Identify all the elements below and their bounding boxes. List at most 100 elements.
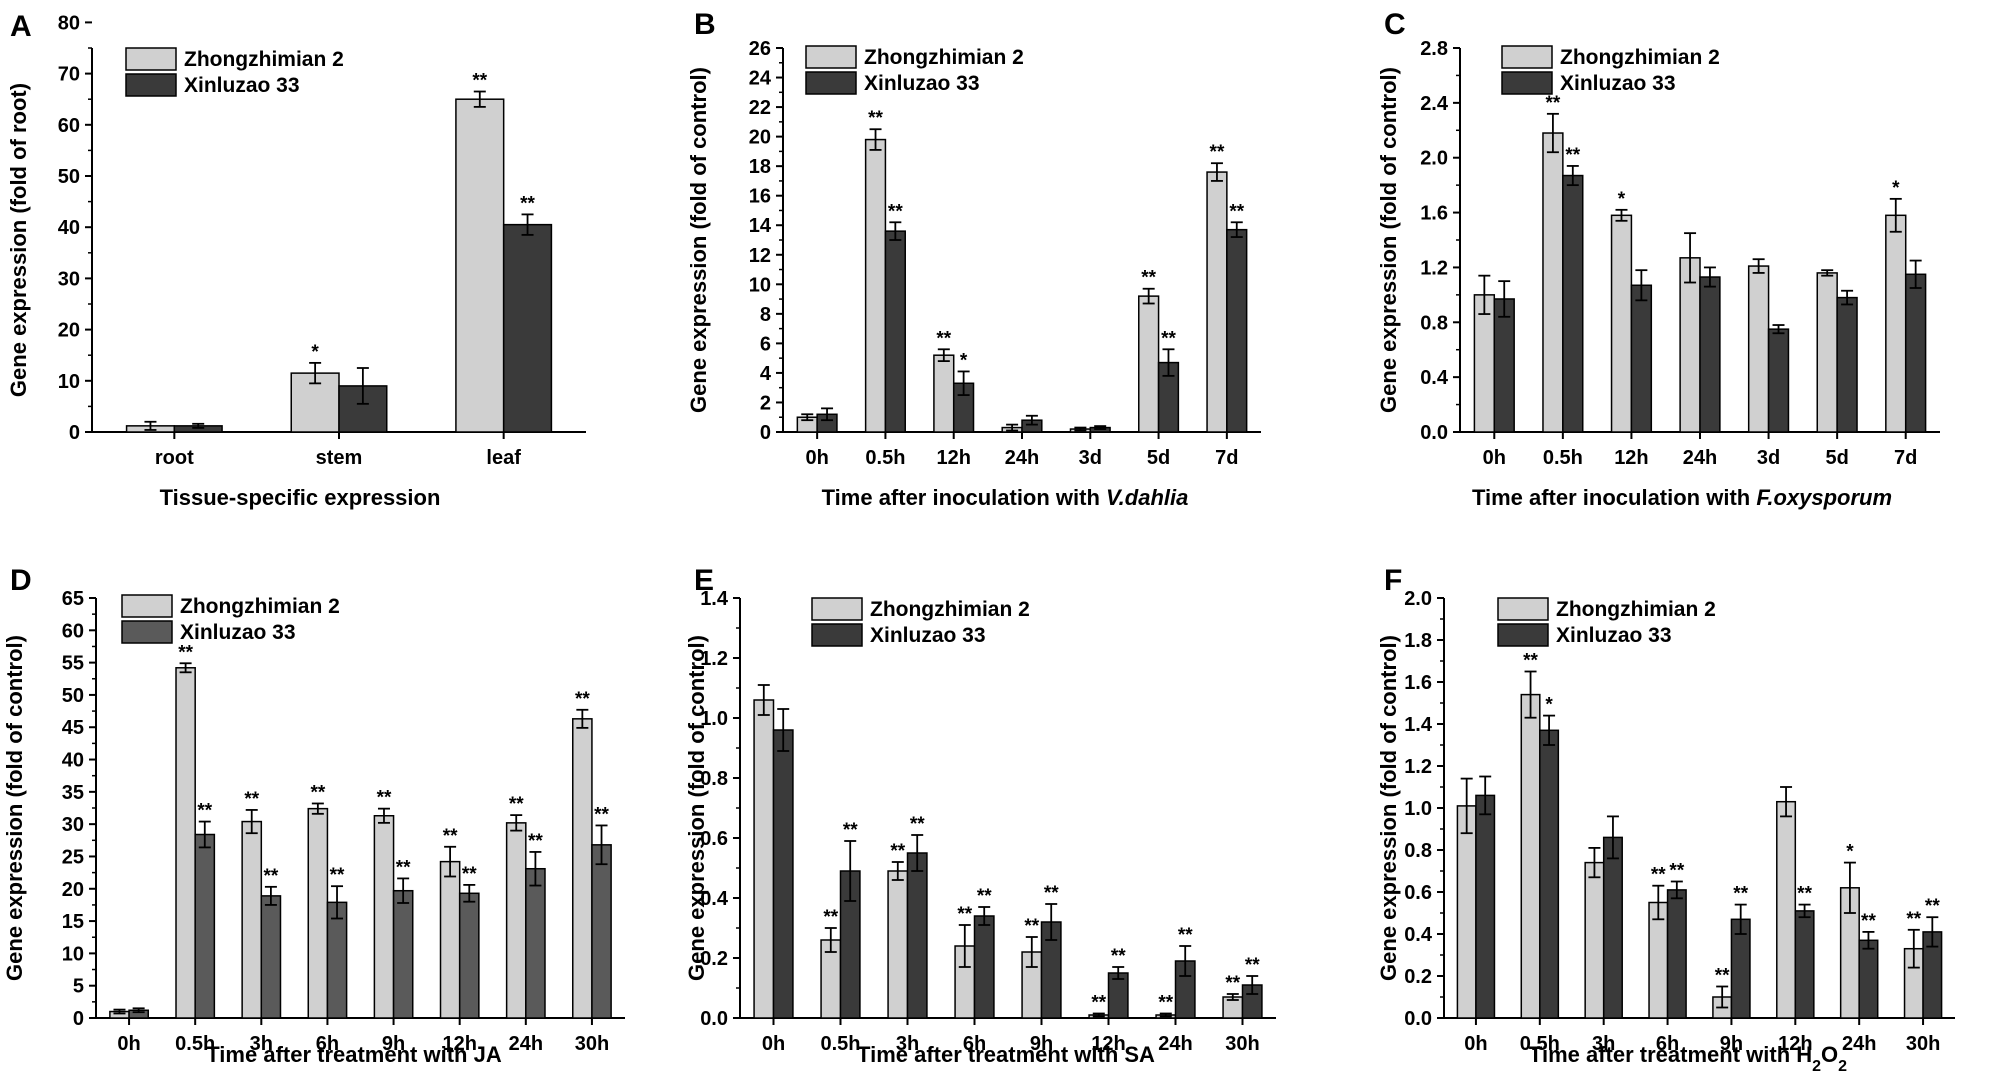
legend-label: Xinluzao 33 (180, 621, 296, 644)
bar (505, 822, 527, 1019)
legend-label: Xinluzao 33 (184, 74, 300, 97)
panel-e: E0.00.20.40.60.81.01.21.40h 0.5h****3h***… (684, 564, 1276, 1067)
significance-label: ** (1906, 909, 1921, 930)
x-tick-label: 30h (1906, 1033, 1940, 1055)
legend-label: Zhongzhimian 2 (1560, 46, 1720, 69)
significance-label: ** (1925, 896, 1940, 917)
y-tick-label: 0.8 (700, 768, 728, 790)
y-tick-label: 24 (749, 68, 772, 90)
y-tick-label: 2 (760, 392, 771, 414)
significance-label: ** (472, 71, 487, 92)
y-tick-label: 20 (62, 879, 84, 901)
bar (1747, 265, 1770, 433)
significance-label: ** (1715, 966, 1730, 987)
significance-label: * (1846, 842, 1854, 863)
bar (1456, 805, 1477, 1019)
significance-label: ** (509, 794, 524, 815)
x-tick-label: 24h (1005, 447, 1039, 469)
significance-label: ** (443, 826, 458, 847)
y-tick-label: 40 (62, 750, 84, 772)
legend: Zhongzhimian 2 Xinluzao 33 (125, 47, 344, 97)
bar (1679, 257, 1701, 433)
y-axis-title: Gene expression (fold of control) (684, 635, 709, 981)
x-tick-label: 6h (316, 1033, 339, 1055)
bar (591, 844, 612, 1019)
x-tick-label: 3h (250, 1033, 273, 1055)
significance-label: ** (1161, 328, 1176, 349)
legend-label: Zhongzhimian 2 (180, 595, 340, 618)
bar (1542, 132, 1564, 433)
x-tick-label: 0h (117, 1033, 140, 1055)
bar (933, 354, 955, 433)
significance-label: ** (910, 814, 925, 835)
bar (1493, 298, 1515, 433)
bar (1816, 272, 1838, 433)
bar (1666, 889, 1687, 1019)
y-tick-label: 10 (58, 371, 80, 393)
significance-label: ** (396, 857, 411, 878)
y-tick-label: 70 (58, 64, 80, 86)
significance-label: ** (1245, 955, 1260, 976)
legend-swatch (811, 597, 863, 621)
y-tick-label: 0 (73, 1008, 84, 1030)
legend-label: Xinluzao 33 (864, 72, 980, 95)
bar (1473, 294, 1496, 433)
significance-label: * (960, 350, 968, 371)
bar (1206, 171, 1228, 433)
significance-label: ** (1733, 884, 1748, 905)
y-tick-label: 16 (749, 186, 771, 208)
y-tick-label: 0.4 (1420, 367, 1449, 389)
significance-label: ** (823, 907, 838, 928)
y-tick-label: 12 (749, 245, 771, 267)
bar (525, 867, 546, 1019)
y-tick-label: 1.4 (1404, 714, 1433, 736)
x-tick-label: 3d (1079, 447, 1102, 469)
y-tick-label: 25 (62, 846, 84, 868)
bar (1794, 910, 1815, 1019)
legend-label: Zhongzhimian 2 (870, 598, 1030, 621)
x-tick-label: stem (316, 447, 363, 469)
x-tick-label: 24h (1683, 447, 1717, 469)
bar (1885, 214, 1907, 433)
bar (307, 807, 329, 1019)
significance-label: ** (594, 804, 609, 825)
significance-label: ** (888, 201, 903, 222)
y-tick-label: 50 (62, 685, 84, 707)
y-tick-label: 15 (62, 911, 84, 933)
legend-swatch (1501, 71, 1553, 95)
y-tick-label: 26 (749, 38, 771, 60)
bar (241, 820, 263, 1019)
y-axis-title: Gene expression (fold of control) (1376, 635, 1401, 981)
bar (887, 870, 909, 1019)
x-tick-label: 5d (1147, 447, 1170, 469)
significance-label: * (1892, 178, 1900, 199)
y-tick-label: 0 (760, 422, 771, 444)
y-tick-label: 8 (760, 304, 771, 326)
significance-label: ** (528, 831, 543, 852)
bar (373, 815, 395, 1019)
x-tick-label: 12h (442, 1033, 476, 1055)
bar (1539, 729, 1560, 1019)
y-tick-label: 1.2 (1404, 756, 1432, 778)
y-tick-label: 80 (58, 12, 80, 34)
y-tick-label: 1.2 (1420, 257, 1448, 279)
bar (1138, 295, 1160, 433)
x-tick-label: 9h (382, 1033, 405, 1055)
significance-label: ** (843, 820, 858, 841)
bar (1475, 794, 1496, 1019)
bar (260, 895, 282, 1019)
significance-label: ** (868, 108, 883, 129)
legend-label: Zhongzhimian 2 (184, 48, 344, 71)
bar (1610, 214, 1633, 433)
y-tick-label: 40 (58, 217, 80, 239)
y-tick-label: 2.0 (1404, 588, 1432, 610)
bar (572, 718, 593, 1019)
significance-label: ** (377, 788, 392, 809)
legend-label: Zhongzhimian 2 (864, 46, 1024, 69)
significance-label: ** (890, 841, 905, 862)
y-tick-label: 45 (62, 717, 84, 739)
bar (439, 860, 461, 1019)
x-tick-label: 12h (936, 447, 970, 469)
significance-label: ** (1044, 883, 1059, 904)
